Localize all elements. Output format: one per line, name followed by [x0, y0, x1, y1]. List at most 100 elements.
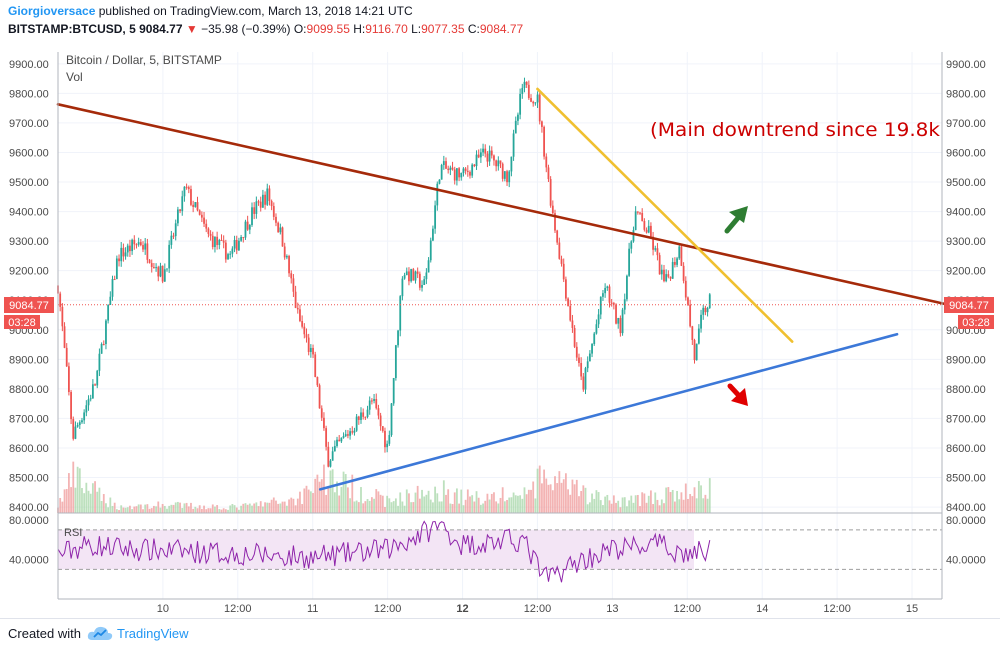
- up-arrow-icon[interactable]: [724, 206, 748, 234]
- volume-bar: [634, 495, 637, 513]
- volume-bar: [61, 501, 64, 513]
- volume-bar: [521, 498, 524, 513]
- price-tick-label: 8700.00: [9, 413, 49, 425]
- volume-bar: [279, 503, 282, 513]
- price-chart[interactable]: (Main downtrend since 19.8k 9900.00 9800.…: [0, 40, 1000, 618]
- candle-body: [384, 430, 386, 448]
- volume-bar: [549, 484, 552, 513]
- candle-body: [394, 345, 397, 379]
- candle-body: [59, 293, 62, 307]
- volume-bar: [384, 506, 386, 513]
- left-price-axis[interactable]: 9900.00 9800.00 9700.00 9600.00 9500.00 9400.…: [9, 59, 49, 514]
- time-tick-label: 13: [606, 603, 618, 615]
- candle-body: [436, 183, 439, 206]
- price-tick-label: 8600.00: [946, 443, 986, 455]
- candle-body: [442, 161, 445, 166]
- volume-bar: [484, 500, 487, 513]
- volume-bar: [187, 506, 190, 513]
- volume-bar: [364, 501, 367, 513]
- volume-bar: [83, 493, 86, 513]
- candle-body: [113, 279, 116, 281]
- volume-bar: [650, 490, 652, 513]
- candle-body: [314, 354, 317, 378]
- candle-body: [503, 171, 506, 179]
- candle-body: [364, 416, 367, 418]
- trendlines[interactable]: [56, 87, 951, 491]
- main-downtrend-trendline: [56, 103, 951, 307]
- candle-body: [466, 170, 469, 172]
- left-countdown-badge: [4, 315, 40, 329]
- volume-bar: [602, 505, 604, 513]
- candles: [57, 77, 711, 468]
- volume-bar: [499, 497, 502, 513]
- volume-bar: [349, 498, 351, 513]
- candle-body: [163, 269, 166, 282]
- volume-bar: [347, 487, 349, 513]
- volume-bar: [641, 492, 644, 513]
- volume-bar: [353, 501, 356, 513]
- annotation-text[interactable]: (Main downtrend since 19.8k: [650, 119, 940, 141]
- volume-bar: [473, 501, 476, 513]
- candle-body: [185, 186, 188, 188]
- candle-body: [549, 179, 552, 206]
- last-price: 9084.77: [139, 22, 183, 36]
- candle-body: [663, 269, 665, 282]
- candle-body: [139, 242, 142, 246]
- price-tick-label: 8800.00: [946, 384, 986, 396]
- author-link[interactable]: Giorgioversace: [8, 4, 96, 18]
- volume-bar: [320, 479, 323, 513]
- candle-body: [172, 235, 175, 237]
- candle-body: [403, 275, 406, 279]
- volume-bar: [131, 509, 134, 513]
- candle-body: [432, 228, 434, 241]
- down-arrow-icon[interactable]: [727, 383, 748, 406]
- volume-bar: [357, 502, 360, 513]
- right-price-badge: [944, 297, 994, 313]
- volume-bar: [170, 504, 173, 513]
- candle-body: [107, 304, 110, 321]
- volume-bar: [427, 490, 430, 513]
- candle-body: [211, 235, 214, 248]
- volume-bar: [416, 485, 419, 513]
- volume-bar: [656, 499, 659, 513]
- tradingview-link[interactable]: TradingView: [117, 626, 189, 641]
- candle-body: [408, 271, 410, 282]
- volume-bar: [456, 488, 458, 513]
- time-tick-label: 12:00: [524, 603, 552, 615]
- volume-bar: [408, 493, 410, 513]
- volume-label: Vol: [66, 70, 83, 84]
- volume-bar: [148, 508, 151, 513]
- volume-bar: [436, 493, 439, 513]
- publish-info: published on TradingView.com, March 13, …: [98, 4, 413, 18]
- volume-bar: [235, 507, 238, 513]
- right-price-axis[interactable]: 9900.00 9800.00 9700.00 9600.00 9500.00 9400.…: [946, 59, 986, 514]
- volume-bar: [554, 476, 556, 513]
- candle-body: [150, 263, 153, 267]
- volume-bar: [277, 503, 280, 513]
- rsi-axis[interactable]: 80.0000 80.0000 40.0000 40.0000: [9, 515, 986, 567]
- candle-body: [294, 291, 297, 308]
- candle-body: [275, 216, 277, 223]
- volume-bar: [684, 483, 687, 513]
- volume-bar: [388, 498, 391, 513]
- high-value: 9116.70: [365, 22, 408, 36]
- candle-body: [87, 399, 90, 406]
- volume-bar: [482, 503, 484, 513]
- candle-body: [536, 94, 539, 103]
- volume-bar: [137, 504, 140, 513]
- volume-bar: [471, 495, 474, 513]
- volume-bar: [194, 506, 197, 513]
- candle-body: [115, 258, 118, 280]
- candle-body: [288, 255, 290, 274]
- time-axis[interactable]: 10 12:00 11 12:00 12 12:00 13 12:00 14 12:00 15: [157, 603, 918, 615]
- candle-body: [427, 260, 430, 273]
- candle-body: [628, 248, 631, 276]
- candle-body: [283, 246, 286, 258]
- candle-body: [96, 370, 99, 386]
- candle-body: [429, 240, 432, 261]
- volume-bar: [702, 498, 705, 513]
- volume-bar: [597, 492, 600, 513]
- volume-bar: [658, 505, 661, 513]
- tradingview-cloud-icon[interactable]: [87, 625, 113, 643]
- candle-body: [124, 252, 127, 257]
